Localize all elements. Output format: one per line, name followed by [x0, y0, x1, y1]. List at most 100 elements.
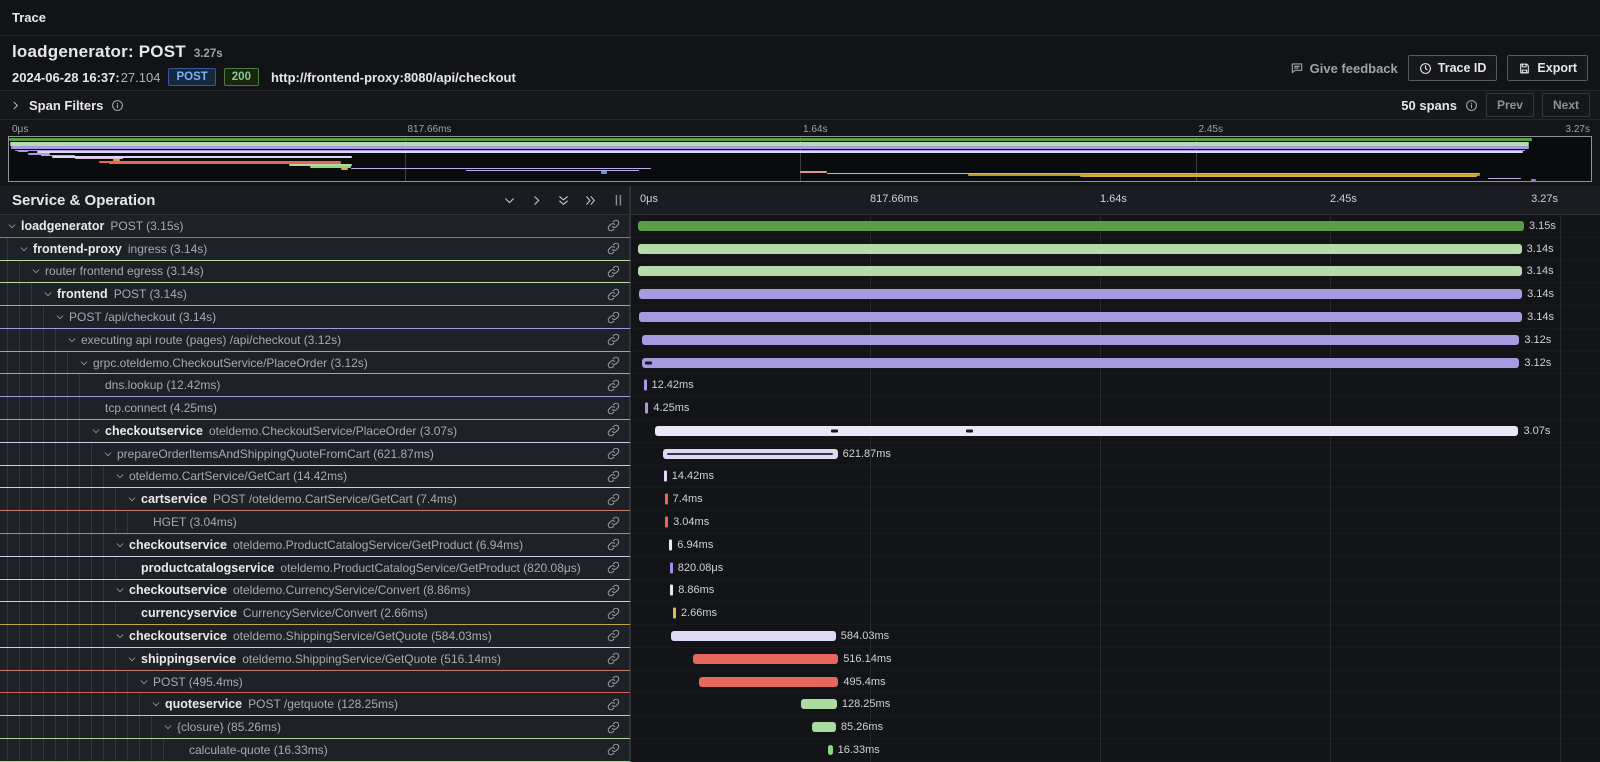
span-link-icon[interactable]	[607, 538, 620, 551]
span-link-icon[interactable]	[607, 470, 620, 483]
collapse-one-icon[interactable]	[503, 194, 516, 207]
span-link-icon[interactable]	[607, 652, 620, 665]
next-button[interactable]: Next	[1541, 93, 1590, 117]
span-row-label[interactable]: tcp.connect (4.25ms)	[0, 397, 631, 421]
span-link-icon[interactable]	[607, 607, 620, 620]
span-link-icon[interactable]	[607, 698, 620, 711]
span-link-icon[interactable]	[607, 629, 620, 642]
span-row-label[interactable]: frontend POST (3.14s)	[0, 283, 631, 307]
span-link-icon[interactable]	[607, 333, 620, 346]
span-row[interactable]: POST /api/checkout (3.14s) 3.14s	[0, 306, 1600, 329]
span-row-label[interactable]: dns.lookup (12.42ms)	[0, 374, 631, 398]
chevron-down-icon[interactable]	[31, 266, 41, 276]
chevron-down-icon[interactable]	[151, 699, 161, 709]
chevron-down-icon[interactable]	[79, 358, 89, 368]
span-row[interactable]: POST (495.4ms) 495.4ms	[0, 670, 1600, 694]
collapse-all-icon[interactable]	[557, 194, 570, 207]
span-bar[interactable]	[670, 584, 674, 596]
chevron-down-icon[interactable]	[115, 471, 125, 481]
span-bar[interactable]	[671, 630, 836, 641]
span-row-label[interactable]: {closure} (85.26ms)	[0, 716, 631, 739]
info-icon[interactable]	[111, 99, 124, 112]
span-link-icon[interactable]	[607, 311, 620, 324]
span-row-label[interactable]: frontend-proxy ingress (3.14s)	[0, 237, 631, 261]
span-row[interactable]: dns.lookup (12.42ms) 12.42ms	[0, 374, 1600, 398]
span-link-icon[interactable]	[607, 675, 620, 688]
span-row[interactable]: cartservice POST /oteldemo.CartService/Ge…	[0, 488, 1600, 512]
span-row-label[interactable]: executing api route (pages) /api/checkou…	[0, 328, 631, 352]
span-row-label[interactable]: shippingservice oteldemo.ShippingService/…	[0, 647, 631, 671]
span-link-icon[interactable]	[607, 584, 620, 597]
span-row-label[interactable]: quoteservice POST /getquote (128.25ms)	[0, 693, 631, 717]
span-row-label[interactable]: currencyservice CurrencyService/Convert (…	[0, 602, 631, 626]
span-bar[interactable]	[641, 334, 1520, 345]
panel-resize-handle[interactable]: ||	[614, 194, 623, 206]
span-bar[interactable]	[638, 243, 1522, 254]
span-row-label[interactable]: POST /api/checkout (3.14s)	[0, 306, 631, 329]
span-row[interactable]: productcatalogservice oteldemo.ProductCat…	[0, 556, 1600, 580]
span-row[interactable]: calculate-quote (16.33ms) 16.33ms	[0, 738, 1600, 762]
span-bar[interactable]	[643, 379, 647, 391]
span-bar[interactable]	[827, 744, 833, 755]
span-link-icon[interactable]	[607, 356, 620, 369]
span-link-icon[interactable]	[607, 242, 620, 255]
span-bar[interactable]	[638, 312, 1523, 323]
span-bar[interactable]	[662, 448, 838, 459]
span-row[interactable]: shippingservice oteldemo.ShippingService/…	[0, 647, 1600, 671]
span-link-icon[interactable]	[607, 402, 620, 415]
span-row-label[interactable]: HGET (3.04ms)	[0, 511, 631, 534]
span-row-label[interactable]: router frontend egress (3.14s)	[0, 260, 631, 284]
span-bar[interactable]	[654, 425, 1519, 436]
span-bar[interactable]	[641, 357, 1520, 368]
chevron-right-icon[interactable]	[10, 100, 21, 111]
span-row-label[interactable]: productcatalogservice oteldemo.ProductCat…	[0, 556, 631, 580]
span-bar[interactable]	[638, 266, 1522, 277]
chevron-down-icon[interactable]	[91, 426, 101, 436]
give-feedback-link[interactable]: Give feedback	[1290, 61, 1398, 76]
chevron-down-icon[interactable]	[43, 289, 53, 299]
span-link-icon[interactable]	[607, 219, 620, 232]
span-row-label[interactable]: checkoutservice oteldemo.CurrencyService/…	[0, 579, 631, 603]
span-link-icon[interactable]	[607, 721, 620, 734]
chevron-down-icon[interactable]	[19, 244, 29, 254]
expand-all-icon[interactable]	[584, 194, 597, 207]
expand-one-icon[interactable]	[530, 194, 543, 207]
span-row-label[interactable]: prepareOrderItemsAndShippingQuoteFromCar…	[0, 442, 631, 466]
span-row[interactable]: router frontend egress (3.14s) 3.14s	[0, 260, 1600, 284]
chevron-down-icon[interactable]	[103, 449, 113, 459]
span-row-label[interactable]: cartservice POST /oteldemo.CartService/Ge…	[0, 488, 631, 512]
span-row[interactable]: loadgenerator POST (3.15s) 3.15s	[0, 215, 1600, 238]
span-bar[interactable]	[692, 653, 839, 664]
span-bar[interactable]	[669, 539, 673, 551]
chevron-down-icon[interactable]	[7, 221, 17, 231]
span-link-icon[interactable]	[607, 743, 620, 756]
trace-id-button[interactable]: Trace ID	[1407, 55, 1498, 81]
span-row[interactable]: quoteservice POST /getquote (128.25ms) 128…	[0, 693, 1600, 717]
span-row[interactable]: frontend-proxy ingress (3.14s) 3.14s	[0, 237, 1600, 261]
chevron-down-icon[interactable]	[139, 677, 149, 687]
span-bar[interactable]	[664, 493, 668, 505]
span-link-icon[interactable]	[607, 447, 620, 460]
chevron-down-icon[interactable]	[127, 494, 137, 504]
span-bar[interactable]	[665, 516, 669, 528]
chevron-down-icon[interactable]	[163, 722, 173, 732]
span-row[interactable]: executing api route (pages) /api/checkou…	[0, 328, 1600, 352]
prev-button[interactable]: Prev	[1485, 93, 1534, 117]
span-row-label[interactable]: POST (495.4ms)	[0, 670, 631, 694]
span-row[interactable]: checkoutservice oteldemo.CheckoutService/…	[0, 420, 1600, 443]
span-row[interactable]: oteldemo.CartService/GetCart (14.42ms) 14…	[0, 465, 1600, 489]
span-row[interactable]: checkoutservice oteldemo.ShippingService/…	[0, 625, 1600, 648]
span-row[interactable]: checkoutservice oteldemo.ProductCatalogSe…	[0, 533, 1600, 557]
span-row-label[interactable]: calculate-quote (16.33ms)	[0, 738, 631, 762]
minimap-canvas[interactable]	[8, 136, 1592, 182]
span-bar[interactable]	[811, 722, 836, 733]
span-bar[interactable]	[638, 289, 1523, 300]
info-icon[interactable]	[1465, 99, 1478, 112]
span-row-label[interactable]: loadgenerator POST (3.15s)	[0, 215, 631, 238]
span-bar[interactable]	[663, 470, 667, 482]
span-row[interactable]: checkoutservice oteldemo.CurrencyService/…	[0, 579, 1600, 603]
span-row[interactable]: currencyservice CurrencyService/Convert (…	[0, 602, 1600, 626]
chevron-down-icon[interactable]	[115, 585, 125, 595]
chevron-down-icon[interactable]	[55, 312, 65, 322]
span-row-label[interactable]: checkoutservice oteldemo.ShippingService/…	[0, 625, 631, 648]
